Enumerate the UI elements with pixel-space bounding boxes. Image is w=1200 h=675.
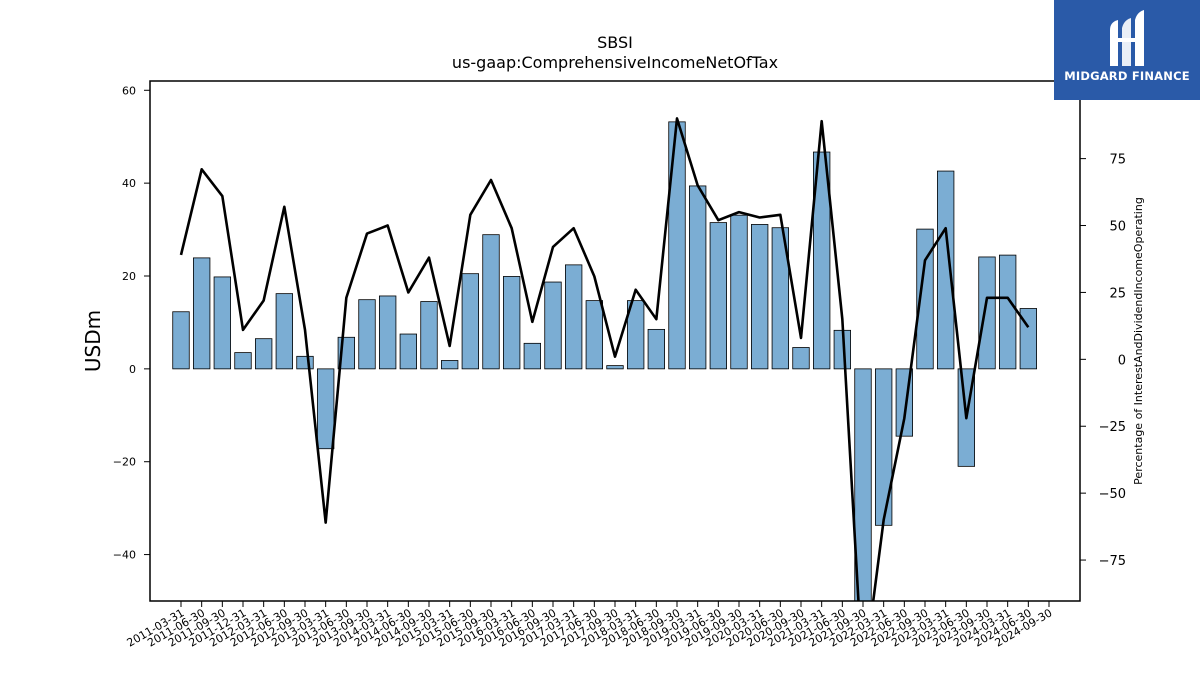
bar <box>234 352 252 370</box>
bar <box>668 121 686 370</box>
bar <box>275 293 294 370</box>
y-tick-label: −40 <box>113 549 136 562</box>
y2-tick-label: 25 <box>1109 286 1126 301</box>
y-tick-label: 40 <box>122 177 136 190</box>
bar <box>172 311 190 370</box>
bar <box>978 256 996 370</box>
y-tick-label: 60 <box>122 84 136 97</box>
bar <box>627 300 645 370</box>
bar <box>999 254 1017 370</box>
bar <box>585 300 604 370</box>
chart-subtitle: us-gaap:ComprehensiveIncomeNetOfTax <box>452 53 778 72</box>
bar <box>854 368 872 601</box>
bar <box>792 347 810 370</box>
y2-tick-label: 75 <box>1109 153 1126 168</box>
bar <box>213 276 232 370</box>
plot-area: −40−200204060−75−50−2502550752011-03-312… <box>113 80 1126 650</box>
bar <box>316 368 335 450</box>
bar <box>482 234 500 370</box>
chart-title: SBSI <box>597 33 633 52</box>
y2-axis-label: Percentage of InterestAndDividendIncomeO… <box>1132 197 1145 485</box>
y2-tick-label: 0 <box>1118 353 1126 368</box>
bar <box>358 299 376 370</box>
bar <box>502 276 521 370</box>
bar <box>440 360 459 370</box>
y-axis-label: USDm <box>81 310 105 372</box>
y2-tick-label: 50 <box>1109 220 1126 235</box>
bar <box>813 151 831 370</box>
bar <box>192 257 211 370</box>
bar <box>523 342 542 370</box>
bar <box>730 214 748 370</box>
brand-name: MIDGARD FINANCE <box>1064 69 1190 83</box>
bar <box>296 355 314 370</box>
bar <box>916 228 934 370</box>
y2-tick-label: −75 <box>1099 554 1126 569</box>
bar <box>399 333 418 370</box>
bar <box>461 273 480 370</box>
y-tick-label: 0 <box>129 363 136 376</box>
bar-series <box>172 121 1038 601</box>
bar <box>709 222 728 370</box>
bar <box>751 224 769 370</box>
bar <box>565 264 583 370</box>
bar <box>875 368 893 526</box>
brand-logo: MIDGARD FINANCE <box>1054 0 1200 100</box>
bar <box>771 227 790 370</box>
bar <box>544 281 562 370</box>
y-tick-label: 20 <box>122 270 136 283</box>
y2-tick-label: −25 <box>1099 420 1126 435</box>
bar <box>420 301 438 370</box>
bar <box>937 170 955 370</box>
bar <box>254 338 273 370</box>
bar <box>606 365 624 370</box>
bar <box>647 328 666 370</box>
midgard-logo-icon <box>1110 10 1144 66</box>
bar <box>378 295 397 370</box>
bar <box>689 185 707 370</box>
y2-tick-label: −50 <box>1099 487 1126 502</box>
y-tick-label: −20 <box>113 456 136 469</box>
percentage-line <box>179 117 1030 601</box>
